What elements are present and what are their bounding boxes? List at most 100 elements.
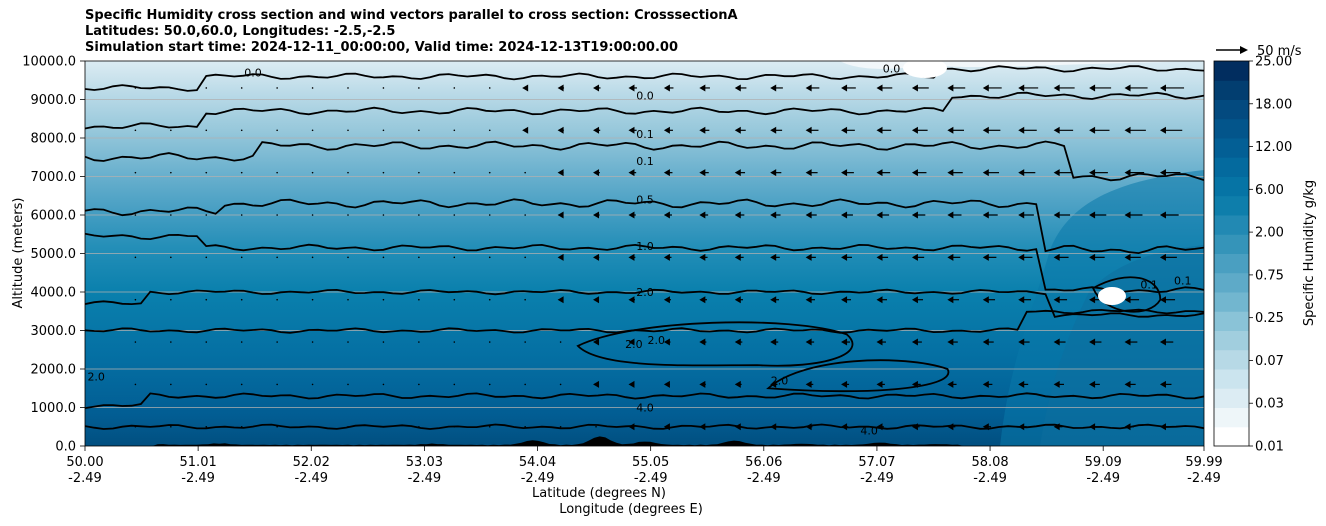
quiver-key-label: 50 m/s: [1257, 44, 1302, 59]
x-tick-label-lat: 52.02: [293, 455, 330, 470]
colorbar-frame: [1213, 60, 1250, 447]
wind-vector: [559, 425, 562, 428]
contour-label: 0.1: [1140, 278, 1158, 291]
wind-vector: [240, 425, 243, 428]
colorbar-band: [1214, 369, 1249, 389]
contour-label: 0.1: [636, 128, 654, 141]
wind-vector-head: [1089, 338, 1096, 346]
wind-vector-head: [628, 126, 635, 134]
wind-vector: [382, 171, 385, 174]
wind-vector-head: [557, 169, 564, 177]
colorbar-tick-label: 12.00: [1255, 140, 1292, 155]
wind-vector: [524, 341, 526, 343]
wind-vector: [240, 214, 243, 216]
wind-vector: [559, 383, 562, 386]
wind-vector: [453, 214, 456, 216]
wind-vector-head: [628, 296, 635, 304]
wind-vector-head: [1124, 211, 1131, 219]
y-tick-label: 0.0: [55, 440, 76, 455]
wind-vector-head: [1053, 253, 1060, 261]
contour-line: [85, 198, 1204, 255]
colorbar-tick-label: 18.00: [1255, 97, 1292, 112]
wind-vector: [418, 383, 420, 386]
wind-vector-head: [1053, 338, 1060, 346]
wind-vector-head: [593, 296, 600, 304]
wind-vector-head: [947, 380, 954, 388]
wind-vector-head: [1124, 338, 1131, 346]
wind-vector: [382, 383, 385, 386]
wind-vector: [453, 256, 456, 259]
wind-vector-head: [841, 211, 848, 219]
wind-vector-head: [911, 211, 918, 219]
wind-vector: [488, 214, 491, 216]
wind-vector-head: [663, 423, 670, 431]
wind-vector-head: [628, 423, 635, 431]
contour-label: 2.0: [87, 371, 105, 384]
x-tick-label-lon: -2.49: [68, 471, 102, 486]
colorbar-band: [1214, 234, 1249, 254]
colorbar-band: [1214, 118, 1249, 139]
wind-vector-head: [699, 84, 706, 92]
wind-vector-head: [1089, 380, 1096, 388]
y-tick-label: 1000.0: [31, 401, 77, 416]
wind-vector-head: [911, 296, 918, 304]
wind-vector: [382, 256, 385, 259]
wind-vector-head: [699, 253, 706, 261]
wind-vector: [170, 129, 172, 132]
colorbar-band: [1214, 349, 1249, 370]
wind-vector: [418, 171, 420, 174]
colorbar-band: [1214, 311, 1249, 331]
colorbar-band: [1214, 407, 1249, 428]
wind-vector-head: [876, 211, 883, 219]
wind-vector-head: [1159, 253, 1166, 261]
wind-vector: [205, 383, 208, 386]
wind-vector-head: [841, 84, 848, 92]
wind-vector-head: [699, 211, 706, 219]
wind-vector-head: [1053, 423, 1060, 431]
wind-vector-head: [699, 380, 706, 388]
wind-vector-head: [841, 380, 848, 388]
colorbar-band: [1214, 330, 1249, 351]
wind-vector-head: [805, 253, 812, 261]
wind-vector-head: [557, 296, 564, 304]
contour-label: 0.1: [1174, 274, 1192, 287]
colorbar-band: [1214, 80, 1249, 100]
wind-vector-head: [947, 253, 954, 261]
wind-vector-head: [1159, 423, 1166, 431]
wind-vector-head: [663, 126, 670, 134]
wind-vector-head: [770, 84, 777, 92]
colorbar-band: [1214, 426, 1249, 447]
colorbar-tick-label: 6.00: [1255, 183, 1284, 198]
wind-vector-head: [770, 126, 777, 134]
wind-vector-head: [947, 423, 954, 431]
wind-vector-head: [734, 126, 741, 134]
x-tick-label-lat: 54.04: [519, 455, 556, 470]
wind-vector-head: [805, 126, 812, 134]
wind-vector: [170, 214, 172, 216]
wind-vector-head: [982, 126, 989, 134]
wind-vector: [347, 129, 349, 132]
wind-vector: [205, 341, 208, 343]
wind-vector: [347, 87, 349, 89]
wind-vector-head: [876, 126, 883, 134]
y-tick-label: 10000.0: [22, 55, 76, 70]
wind-vector: [382, 214, 385, 216]
wind-vector: [382, 341, 385, 343]
colorbar-band: [1214, 292, 1249, 312]
wind-vector: [134, 341, 137, 343]
wind-vector: [205, 87, 208, 89]
wind-vector-head: [1018, 296, 1025, 304]
wind-vector-head: [734, 338, 741, 346]
wind-vector-head: [593, 126, 600, 134]
quiver-key-arrowhead: [1240, 46, 1248, 54]
x-tick-label-lat: 57.07: [858, 455, 895, 470]
wind-vector-head: [699, 169, 706, 177]
wind-vector: [170, 383, 172, 386]
wind-vector-head: [1089, 169, 1096, 177]
contour-line: [85, 423, 1204, 430]
wind-vector: [205, 129, 208, 132]
contour-line: [85, 91, 1204, 130]
wind-vector-head: [663, 211, 670, 219]
wind-vector-head: [805, 296, 812, 304]
wind-vector-head: [1018, 126, 1025, 134]
